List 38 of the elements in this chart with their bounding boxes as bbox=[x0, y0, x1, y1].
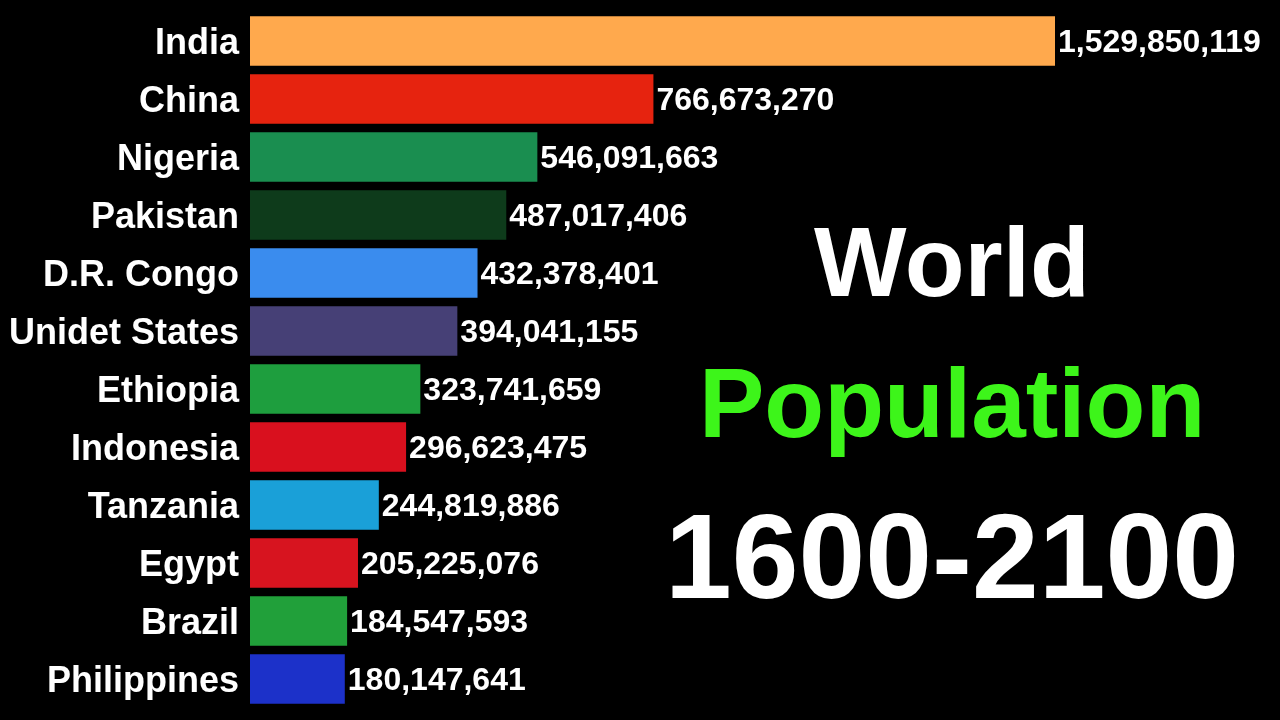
data-label: 487,017,406 bbox=[509, 197, 688, 233]
bar bbox=[250, 248, 478, 298]
data-label: 394,041,155 bbox=[460, 313, 639, 349]
y-tick-label: China bbox=[138, 78, 240, 120]
y-tick-label: Brazil bbox=[140, 600, 239, 642]
bar bbox=[250, 596, 348, 646]
y-tick-label: Tanzania bbox=[87, 484, 240, 526]
bar bbox=[250, 74, 654, 124]
data-label: 432,378,401 bbox=[480, 255, 659, 291]
bar bbox=[250, 190, 507, 240]
bar bbox=[250, 16, 1055, 66]
data-label: 1,529,850,119 bbox=[1058, 23, 1261, 59]
y-tick-label: India bbox=[154, 20, 240, 62]
y-tick-label: Ethiopia bbox=[97, 368, 240, 410]
y-tick-label: D.R. Congo bbox=[43, 252, 239, 294]
y-tick-label: Pakistan bbox=[90, 194, 239, 236]
bar bbox=[250, 654, 345, 704]
data-label: 766,673,270 bbox=[656, 81, 835, 117]
bar bbox=[250, 306, 458, 356]
data-label: 546,091,663 bbox=[540, 139, 719, 175]
y-tick-label: Indonesia bbox=[70, 426, 240, 468]
bar bbox=[250, 132, 538, 182]
bar bbox=[250, 364, 421, 414]
data-label: 180,147,641 bbox=[347, 661, 526, 697]
y-tick-label: Unidet States bbox=[8, 310, 239, 352]
data-label: 323,741,659 bbox=[423, 371, 602, 407]
data-label: 244,819,886 bbox=[381, 487, 560, 523]
text: 1600-2100 bbox=[665, 489, 1239, 623]
bar bbox=[250, 538, 358, 588]
data-label: 205,225,076 bbox=[360, 545, 539, 581]
y-tick-label: Egypt bbox=[138, 542, 239, 584]
y-tick-label: Philippines bbox=[46, 658, 239, 700]
bar bbox=[250, 422, 407, 472]
bar bbox=[250, 480, 379, 530]
y-tick-label: Nigeria bbox=[116, 136, 240, 178]
text: World Population bbox=[699, 207, 1206, 458]
data-label: 296,623,475 bbox=[409, 429, 588, 465]
data-label: 184,547,593 bbox=[350, 603, 529, 639]
